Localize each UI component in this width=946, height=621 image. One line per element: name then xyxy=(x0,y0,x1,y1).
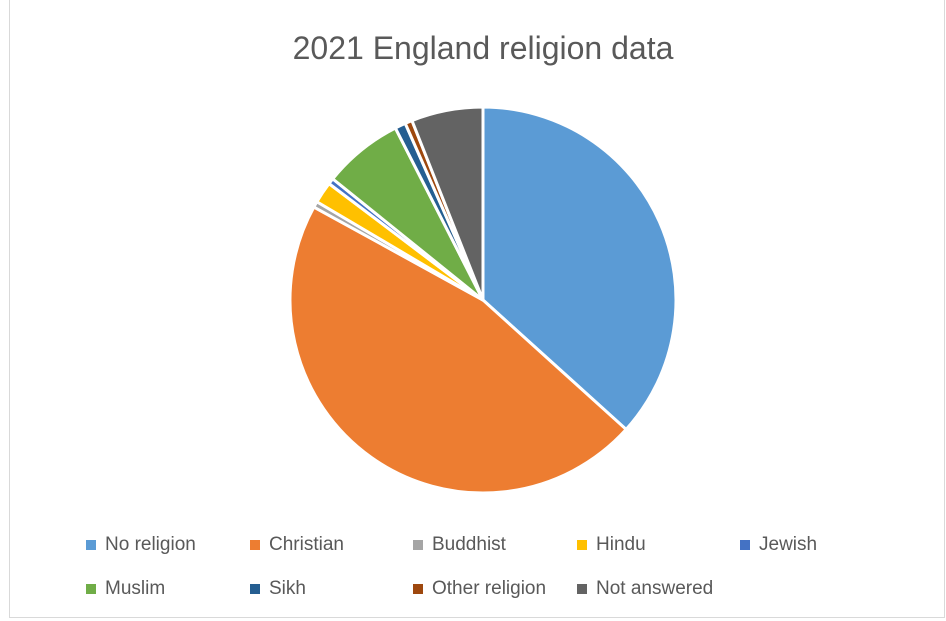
pie-slice-christian xyxy=(288,205,628,495)
chart-title: 2021 England religion data xyxy=(292,30,674,66)
pie-slice-not-answered xyxy=(410,105,485,302)
pie-slices xyxy=(288,105,678,495)
pie-slice-no-religion xyxy=(481,105,678,431)
